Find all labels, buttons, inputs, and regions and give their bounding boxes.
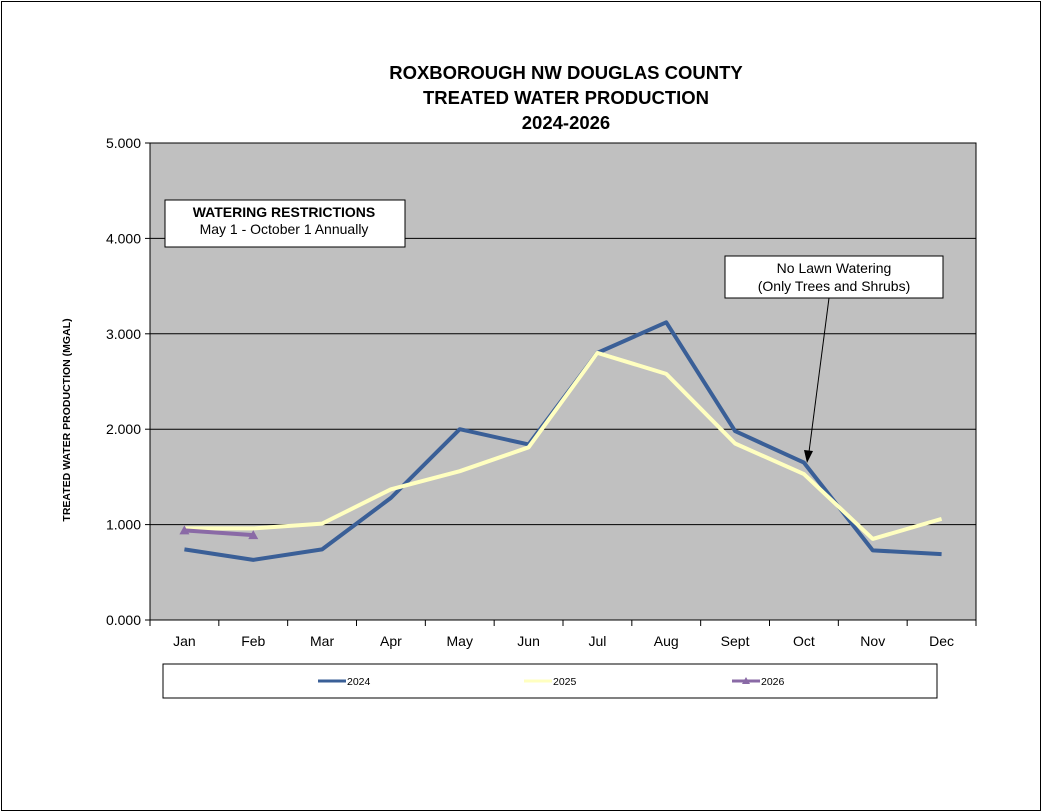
note-arrow-head <box>804 450 813 463</box>
x-axis-ticks <box>149 620 977 626</box>
legend-item-2024: 2024 <box>318 676 371 688</box>
y-tick-label: 1.000 <box>106 517 141 533</box>
y-axis-labels: 0.000 1.000 2.000 3.000 4.000 5.000 <box>106 135 141 628</box>
x-tick-label: Oct <box>793 633 815 649</box>
legend-label: 2024 <box>347 676 371 688</box>
x-tick-label: Mar <box>310 633 334 649</box>
x-tick-label: Sept <box>721 633 750 649</box>
x-tick-label: Aug <box>654 633 679 649</box>
x-tick-label: Dec <box>929 633 954 649</box>
x-tick-label: Jun <box>517 633 540 649</box>
y-tick-label: 3.000 <box>106 326 141 342</box>
restrictions-text: May 1 - October 1 Annually <box>200 221 369 237</box>
restrictions-box-frame <box>164 199 406 248</box>
data-point <box>179 525 190 535</box>
y-tick-label: 0.000 <box>106 612 141 628</box>
note-line-2: (Only Trees and Shrubs) <box>758 278 911 294</box>
y-axis-label: TREATED WATER PRODUCTION (MGAL) <box>61 318 73 521</box>
chart-title: ROXBOROUGH NW DOUGLAS COUNTY TREATED WAT… <box>389 62 743 133</box>
legend-box <box>162 663 938 699</box>
x-tick-label: Jul <box>588 633 606 649</box>
note-callout: No Lawn Watering (Only Trees and Shrubs) <box>724 255 944 463</box>
x-tick-label: May <box>447 633 473 649</box>
title-line-3: 2024-2026 <box>522 112 610 133</box>
x-tick-label: Feb <box>241 633 265 649</box>
legend-item-2025: 2025 <box>524 676 577 688</box>
legend-label: 2026 <box>761 676 785 688</box>
legend-item-2026: 2026 <box>732 676 785 688</box>
legend-label: 2025 <box>553 676 577 688</box>
title-line-1: ROXBOROUGH NW DOUGLAS COUNTY <box>389 62 743 83</box>
x-tick-label: Apr <box>380 633 402 649</box>
x-tick-label: Nov <box>860 633 885 649</box>
legend: 2024 2025 2026 <box>318 676 785 688</box>
note-box-frame <box>724 255 944 299</box>
restrictions-box: WATERING RESTRICTIONS May 1 - October 1 … <box>164 199 406 248</box>
series-line-2026 <box>184 528 254 538</box>
y-tick-label: 5.000 <box>106 135 141 151</box>
x-axis-labels: Jan Feb Mar Apr May Jun Jul Aug Sept Oct Nov Dec <box>173 633 954 649</box>
x-tick-label: Jan <box>173 633 196 649</box>
data-point <box>248 530 259 540</box>
y-axis-ticks <box>145 142 150 621</box>
note-line-1: No Lawn Watering <box>777 260 892 276</box>
legend-marker <box>742 677 750 684</box>
note-arrow-line <box>808 297 830 453</box>
series-2025 <box>184 350 943 541</box>
y-tick-label: 2.000 <box>106 421 141 437</box>
y-tick-label: 4.000 <box>106 230 141 246</box>
series-2026 <box>179 525 259 540</box>
series-line-2025 <box>184 350 943 541</box>
series-layer <box>179 320 943 562</box>
title-line-2: TREATED WATER PRODUCTION <box>423 87 709 108</box>
restrictions-title: WATERING RESTRICTIONS <box>193 204 376 220</box>
